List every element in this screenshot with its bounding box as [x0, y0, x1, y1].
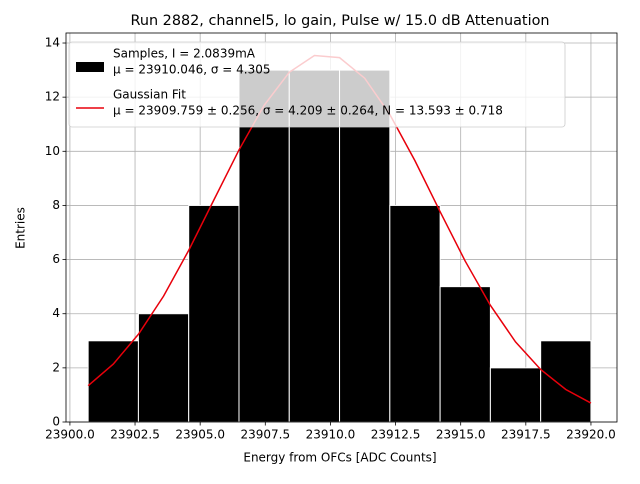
- x-tick-label: 23920.0: [566, 428, 616, 442]
- plot-frame: [65, 32, 618, 423]
- y-tick-label: 0: [52, 415, 60, 429]
- y-tick-label: 12: [45, 90, 60, 104]
- legend-stats: μ = 23910.046, σ = 4.305: [113, 63, 270, 77]
- x-tick-label: 23912.5: [371, 428, 421, 442]
- x-tick-label: 23902.5: [110, 428, 160, 442]
- x-tick-label: 23915.0: [436, 428, 486, 442]
- legend-label: Gaussian Fit: [113, 88, 186, 102]
- x-axis-label: Energy from OFCs [ADC Counts]: [243, 451, 436, 465]
- legend-label: Samples, I = 2.0839mA: [113, 47, 256, 61]
- y-axis-label: Entries: [14, 207, 28, 249]
- plot-data: [87, 54, 592, 423]
- histogram-bar: [188, 204, 240, 423]
- y-tick-label: 6: [52, 252, 60, 266]
- x-tick-label: 23900.0: [45, 428, 95, 442]
- x-tick-label: 23907.5: [240, 428, 290, 442]
- histogram-bar: [137, 313, 190, 423]
- y-tick-label: 4: [52, 306, 60, 320]
- x-tick-label: 23910.0: [306, 428, 356, 442]
- y-tick-label: 8: [52, 198, 60, 212]
- y-tick-label: 10: [45, 144, 60, 158]
- y-tick-label: 2: [52, 360, 60, 374]
- histogram-bar: [389, 204, 441, 423]
- x-tick-label: 23905.0: [175, 428, 225, 442]
- legend: Samples, I = 2.0839mA μ = 23910.046, σ = …: [68, 41, 566, 128]
- histogram-bar: [87, 340, 139, 423]
- histogram-bar: [439, 286, 491, 423]
- legend-box: [68, 41, 566, 128]
- y-tick-label: 14: [45, 36, 60, 50]
- histogram-bar: [339, 69, 391, 423]
- legend-swatch: [76, 62, 104, 72]
- histogram-bar: [540, 340, 592, 423]
- histogram-bar: [489, 367, 542, 423]
- chart-title: Run 2882, channel5, lo gain, Pulse w/ 15…: [131, 13, 550, 29]
- x-tick-label: 23917.5: [501, 428, 551, 442]
- legend-stats: μ = 23909.759 ± 0.256, σ = 4.209 ± 0.264…: [113, 104, 503, 118]
